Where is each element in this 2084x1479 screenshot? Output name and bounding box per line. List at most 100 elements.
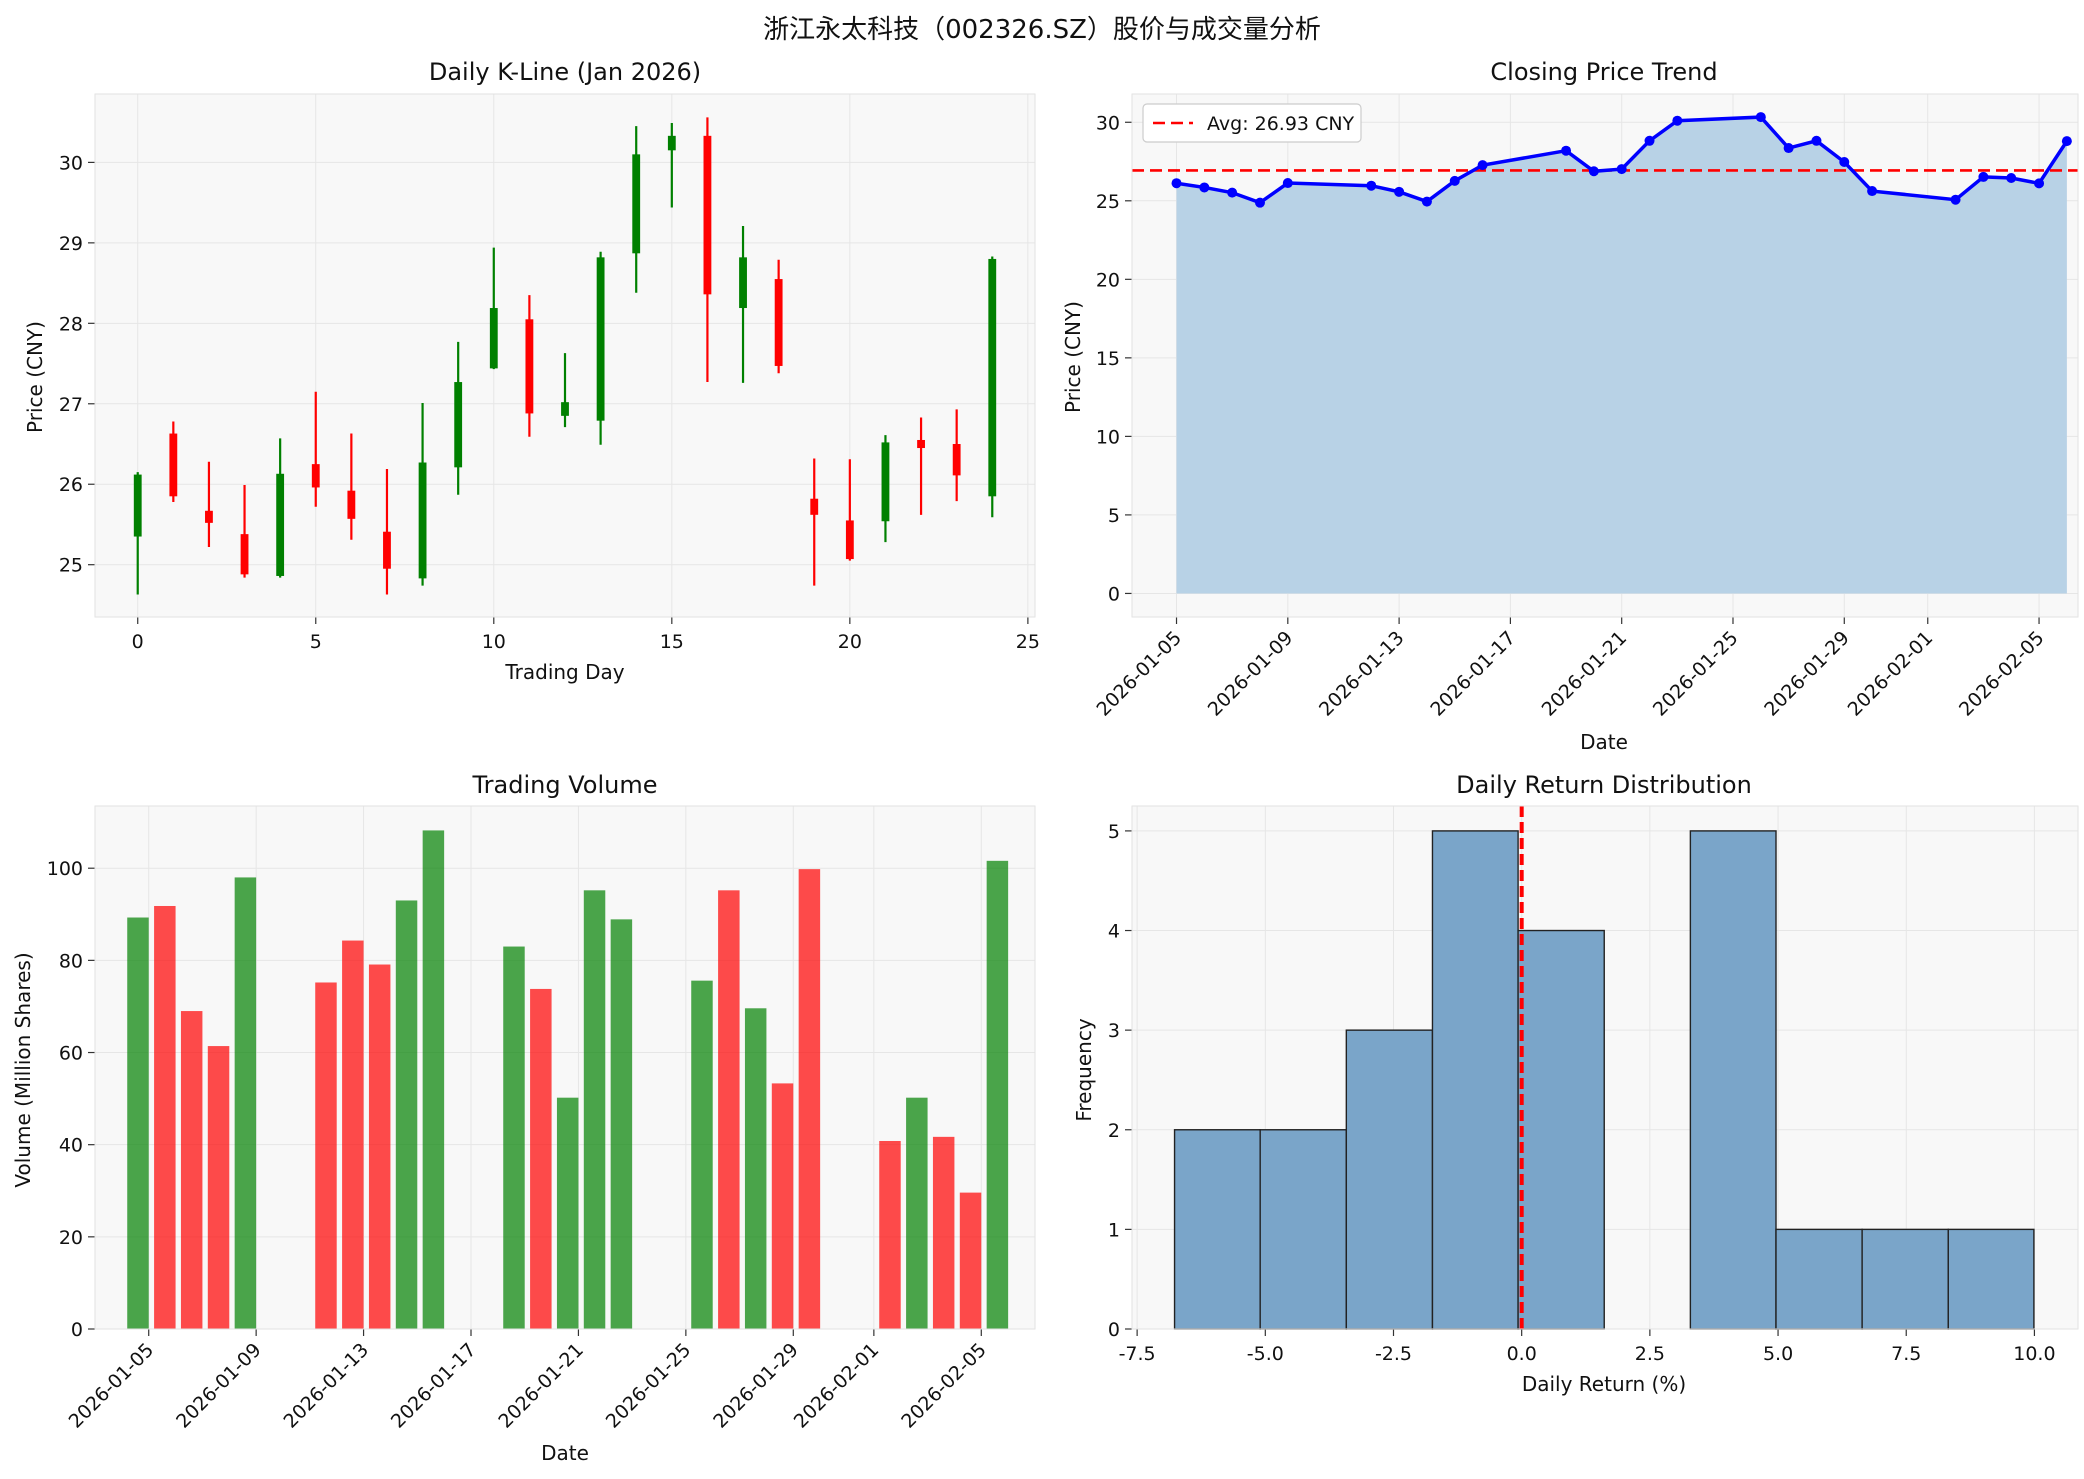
trend-ytick-label: 15: [1096, 348, 1120, 370]
hist-frame: [1131, 805, 2079, 1330]
hist-ylabel: Frequency: [1072, 1018, 1096, 1121]
trend-frame: [1131, 93, 2079, 618]
kline-ytick-label: 25: [59, 555, 83, 577]
trend-point: [2034, 178, 2045, 189]
kline-ytick-label: 26: [59, 474, 83, 496]
hist-bar: [1861, 1228, 1949, 1330]
kline-title: Daily K-Line (Jan 2026): [429, 58, 701, 86]
trend-xtick-label: 2026-01-09: [1204, 627, 1298, 721]
volume-xtick-label: 2026-02-05: [897, 1339, 991, 1433]
trend-ytick-label: 20: [1096, 269, 1120, 291]
kline-candle-body: [774, 279, 783, 366]
volume-ytick-label: 40: [59, 1135, 83, 1157]
trend-xtick-label: 2026-01-29: [1760, 627, 1854, 721]
hist-xtick-label: 7.5: [1891, 1343, 1921, 1365]
hist-bar: [1431, 830, 1519, 1330]
trend-point: [1199, 182, 1210, 193]
trend-point: [2061, 136, 2072, 147]
kline-xtick-label: 20: [838, 631, 862, 653]
figure-title: 浙江永太科技（002326.SZ）股价与成交量分析: [763, 15, 1321, 45]
trend-point: [1394, 186, 1405, 197]
volume-bar: [530, 988, 552, 1329]
kline-ylabel: Price (CNY): [23, 321, 47, 433]
volume-bar: [207, 1046, 230, 1329]
kline-candle-body: [988, 258, 997, 497]
volume-xtick-label: 2026-01-21: [494, 1339, 588, 1433]
volume-bar: [368, 964, 391, 1329]
kline-ytick-label: 27: [59, 394, 83, 416]
trend-xtick-label: 2026-02-05: [1955, 627, 2049, 721]
volume-bar: [879, 1140, 901, 1329]
volume-bar: [422, 830, 445, 1329]
trend-point: [1978, 171, 1989, 182]
trend-point: [1783, 143, 1794, 154]
kline-candle-body: [454, 382, 463, 468]
hist-bar: [1689, 830, 1777, 1330]
kline-candle-body: [952, 444, 961, 476]
kline-candle-body: [240, 534, 249, 575]
hist-xlabel: Daily Return (%): [1522, 1372, 1686, 1396]
kline-candle-body: [739, 257, 747, 309]
kline-xtick-label: 15: [660, 631, 684, 653]
hist-xtick-label: 10.0: [2013, 1343, 2055, 1365]
kline-candle-body: [133, 474, 142, 537]
kline-candle-body: [667, 135, 676, 151]
kline-ytick-label: 29: [59, 233, 83, 255]
trend-point: [1839, 157, 1850, 168]
kline-xtick-label: 5: [310, 631, 322, 653]
hist-xtick-label: 2.5: [1635, 1343, 1665, 1365]
volume-ytick-label: 20: [59, 1227, 83, 1249]
hist-ytick-label: 2: [1108, 1120, 1120, 1142]
trend-xlabel: Date: [1580, 730, 1628, 754]
volume-bar: [691, 980, 713, 1329]
kline-candle-body: [169, 433, 178, 497]
hist-xtick-label: -2.5: [1375, 1343, 1412, 1365]
kline-candle-body: [276, 473, 285, 576]
volume-bar: [503, 946, 525, 1329]
volume-bar: [771, 1083, 794, 1329]
volume-bar: [959, 1192, 982, 1329]
kline-ytick-label: 30: [59, 152, 83, 174]
volume-ytick-label: 80: [59, 950, 83, 972]
volume-frame: [94, 805, 1036, 1330]
volume-ylabel: Volume (Million Shares): [11, 952, 35, 1187]
volume-xtick-label: 2026-01-13: [279, 1339, 373, 1433]
volume-panel: Trading Volume Date Volume (Million Shar…: [11, 771, 1036, 1465]
kline-candle-body: [525, 319, 534, 414]
trend-ytick-label: 0: [1108, 583, 1120, 605]
volume-xtick-label: 2026-01-25: [602, 1339, 696, 1433]
kline-candle-body: [881, 442, 890, 522]
hist-xtick-label: 5.0: [1763, 1343, 1793, 1365]
trend-point: [1227, 187, 1238, 198]
trend-ytick-label: 10: [1096, 426, 1120, 448]
kline-candle-body: [489, 308, 498, 369]
kline-candle-body: [311, 464, 320, 488]
volume-bar: [127, 917, 149, 1329]
volume-bar: [180, 1011, 203, 1329]
trend-point: [1588, 166, 1599, 177]
hist-bar: [1517, 929, 1605, 1330]
volume-xtick-label: 2026-01-09: [172, 1339, 266, 1433]
trend-point: [1171, 178, 1182, 189]
hist-ytick-label: 5: [1108, 821, 1120, 843]
kline-candle-body: [347, 490, 356, 519]
volume-bar: [315, 982, 337, 1329]
kline-xtick-label: 25: [1016, 631, 1040, 653]
trend-legend-box: [1142, 103, 1362, 143]
trend-point: [1561, 145, 1572, 156]
volume-bar: [342, 940, 364, 1329]
volume-bar: [556, 1097, 579, 1329]
kline-candle-body: [418, 462, 427, 579]
hist-xtick-label: 0.0: [1507, 1343, 1537, 1365]
volume-bar: [610, 919, 633, 1329]
volume-bar: [986, 860, 1009, 1329]
volume-bar: [718, 890, 740, 1329]
volume-ytick-label: 100: [47, 858, 83, 880]
volume-bar: [583, 890, 606, 1329]
trend-point: [1477, 160, 1488, 171]
trend-xtick-label: 2026-02-01: [1844, 627, 1938, 721]
volume-bar: [906, 1097, 928, 1329]
trend-point: [1644, 135, 1655, 146]
trend-point: [1950, 194, 1961, 205]
trend-point: [1867, 186, 1878, 197]
